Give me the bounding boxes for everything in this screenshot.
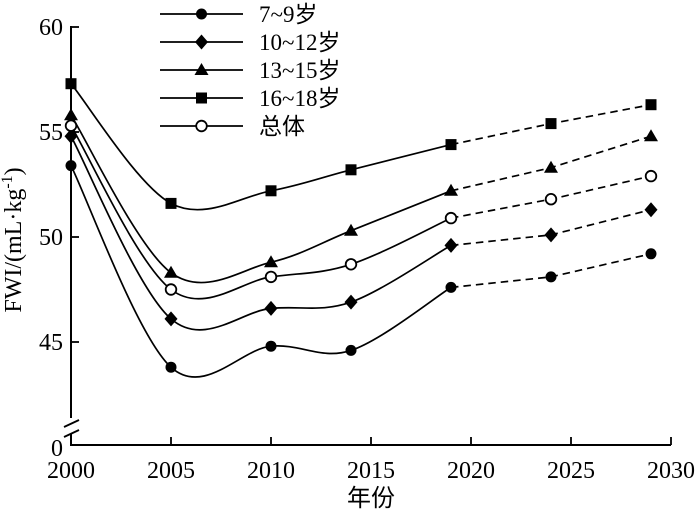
data-point-age-7-9 bbox=[645, 248, 657, 260]
legend-marker-age-7-9 bbox=[196, 8, 207, 20]
series-age-7-9 bbox=[65, 160, 657, 378]
x-tick-label: 2000 bbox=[47, 458, 95, 484]
series-age-13-15 bbox=[64, 108, 658, 284]
y-tick-label: 50 bbox=[39, 225, 63, 251]
data-point-age-16-18 bbox=[165, 197, 177, 209]
data-point-age-16-18 bbox=[345, 164, 357, 176]
legend-label: 总体 bbox=[259, 114, 305, 139]
series-lines bbox=[64, 78, 658, 378]
series-overall bbox=[64, 119, 658, 300]
data-point-age-7-9 bbox=[345, 344, 357, 356]
data-point-age-13-15 bbox=[344, 223, 358, 236]
legend-marker-age-13-15 bbox=[194, 63, 209, 75]
data-point-age-10-12 bbox=[264, 300, 278, 316]
legend-label: 16~18岁 bbox=[259, 86, 340, 111]
data-point-age-13-15 bbox=[444, 183, 458, 196]
series-line-observed-age-10-12 bbox=[70, 135, 452, 331]
data-point-overall bbox=[264, 270, 278, 284]
y-tick-label: 55 bbox=[39, 120, 63, 146]
y-tick-label: 60 bbox=[39, 15, 63, 41]
data-point-age-16-18 bbox=[645, 99, 657, 111]
legend-marker-overall bbox=[195, 119, 208, 133]
legend-label: 10~12岁 bbox=[259, 30, 340, 55]
data-point-age-13-15 bbox=[644, 129, 658, 142]
data-point-age-13-15 bbox=[164, 265, 178, 278]
data-point-age-13-15 bbox=[264, 255, 278, 268]
series-line-observed-age-7-9 bbox=[70, 165, 452, 378]
data-point-overall bbox=[164, 283, 178, 296]
y-axis-title: FWI/(mL·kg-1) bbox=[0, 167, 27, 312]
data-point-age-10-12 bbox=[344, 294, 358, 310]
y-tick-label: 45 bbox=[39, 330, 63, 356]
data-point-age-7-9 bbox=[65, 160, 77, 172]
x-tick-label: 2010 bbox=[247, 458, 295, 484]
data-point-age-13-15 bbox=[64, 108, 78, 121]
data-point-overall bbox=[344, 258, 358, 271]
data-point-age-16-18 bbox=[445, 139, 457, 151]
legend-item-age-13-15: 13~15岁 bbox=[160, 58, 340, 83]
data-point-age-10-12 bbox=[164, 311, 178, 327]
series-age-10-12 bbox=[64, 128, 658, 331]
series-line-observed-overall bbox=[70, 125, 452, 300]
x-tick-label: 2015 bbox=[347, 458, 395, 484]
data-point-age-10-12 bbox=[644, 202, 658, 218]
series-line-observed-age-13-15 bbox=[70, 114, 452, 284]
data-point-age-10-12 bbox=[544, 227, 558, 243]
x-tick-label: 2030 bbox=[647, 458, 695, 484]
legend-item-age-10-12: 10~12岁 bbox=[160, 30, 340, 55]
legend-item-overall: 总体 bbox=[160, 114, 305, 139]
legend-marker-age-16-18 bbox=[196, 92, 207, 104]
data-point-overall bbox=[444, 211, 458, 225]
y-origin-label: 0 bbox=[51, 436, 63, 462]
series-age-16-18 bbox=[65, 78, 657, 211]
x-tick-label: 2005 bbox=[147, 458, 195, 484]
data-point-age-10-12 bbox=[444, 237, 458, 253]
data-point-age-7-9 bbox=[265, 340, 277, 352]
x-axis-title: 年份 bbox=[347, 485, 395, 512]
data-point-overall bbox=[644, 169, 658, 183]
legend-label: 13~15岁 bbox=[259, 58, 340, 83]
axis-break-mark bbox=[63, 419, 80, 428]
axis-break-mark bbox=[63, 429, 80, 438]
data-point-age-7-9 bbox=[445, 281, 457, 293]
data-point-age-13-15 bbox=[544, 160, 558, 173]
data-point-age-16-18 bbox=[265, 185, 277, 197]
legend-item-age-16-18: 16~18岁 bbox=[160, 86, 340, 111]
data-point-age-7-9 bbox=[165, 361, 177, 373]
data-point-overall bbox=[64, 119, 78, 132]
legend-marker-age-10-12 bbox=[195, 34, 208, 50]
data-point-age-16-18 bbox=[65, 78, 77, 90]
data-point-overall bbox=[544, 192, 558, 206]
x-tick-label: 2025 bbox=[547, 458, 595, 484]
data-point-age-7-9 bbox=[545, 271, 557, 283]
legend-label: 7~9岁 bbox=[259, 2, 317, 27]
x-tick-label: 2020 bbox=[447, 458, 495, 484]
data-point-age-16-18 bbox=[545, 118, 557, 130]
legend-item-age-7-9: 7~9岁 bbox=[160, 2, 317, 27]
